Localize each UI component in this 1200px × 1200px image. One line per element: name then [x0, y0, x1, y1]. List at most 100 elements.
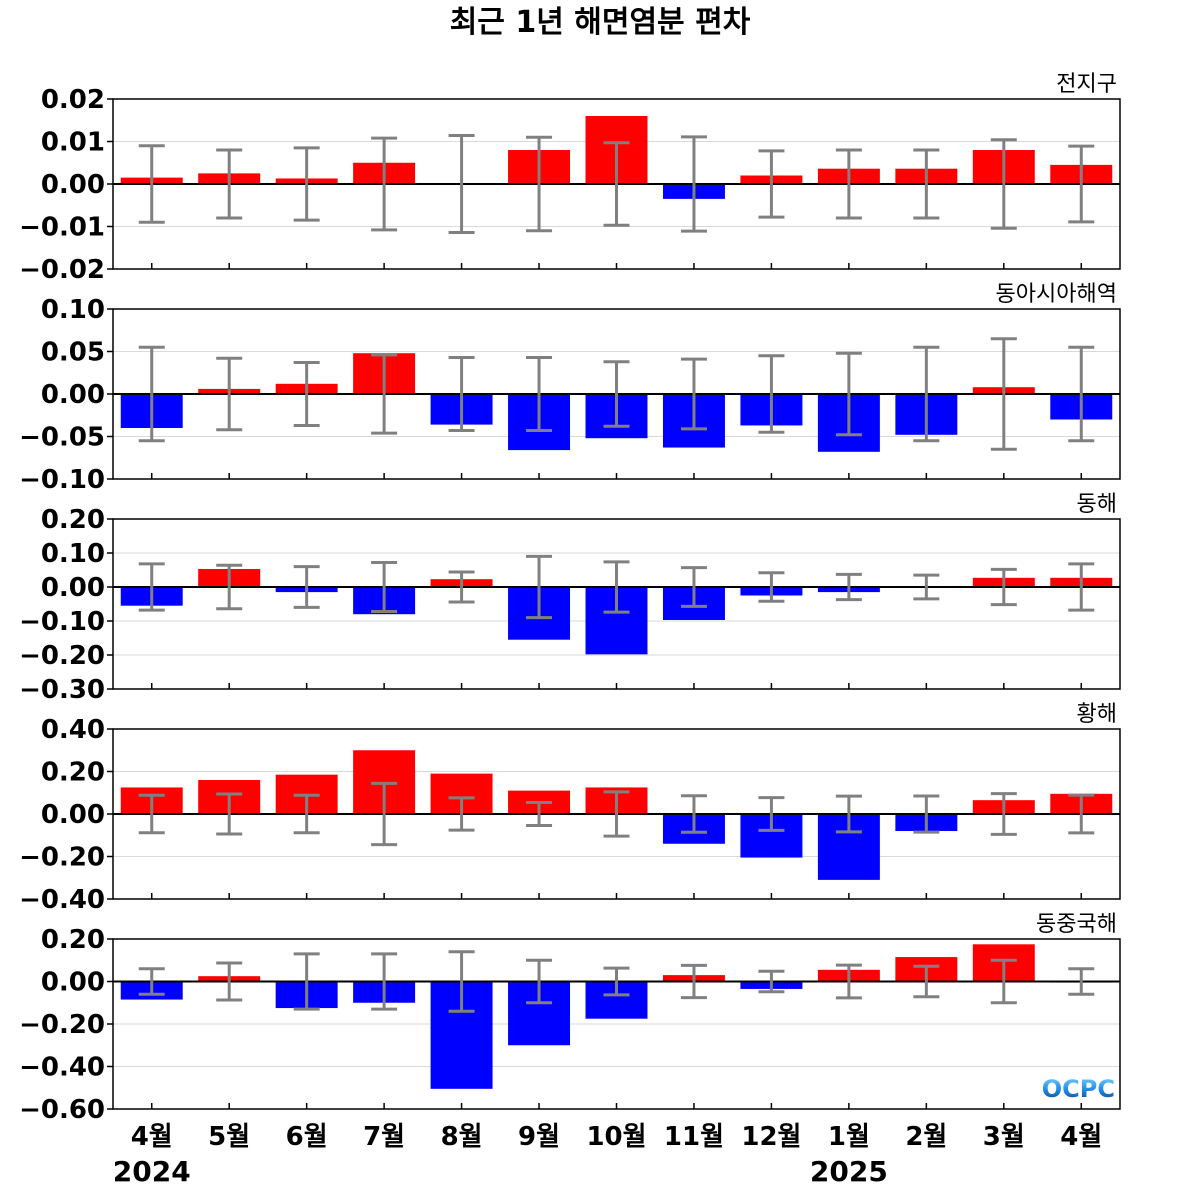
- error-bar: [603, 141, 630, 227]
- x-tick-label: 6월: [286, 1122, 328, 1152]
- error-bar: [371, 353, 398, 435]
- error-bar: [913, 148, 940, 220]
- error-bar: [293, 361, 320, 427]
- error-bar: [835, 963, 862, 1000]
- y-tick-label: −0.60: [19, 1095, 105, 1125]
- x-tick-label: 9월: [518, 1122, 560, 1152]
- error-bar: [758, 354, 785, 434]
- error-bar: [758, 796, 785, 832]
- error-bar: [1068, 144, 1095, 224]
- y-tick-label: 0.40: [41, 715, 105, 745]
- error-bar: [758, 571, 785, 603]
- y-tick-label: −0.05: [19, 423, 105, 453]
- error-bar: [913, 794, 940, 834]
- error-bar: [680, 566, 707, 608]
- y-tick-label: 0.00: [41, 573, 105, 603]
- panel-title: 동중국해: [1036, 912, 1117, 937]
- error-bar: [526, 355, 553, 433]
- error-bar: [216, 563, 243, 611]
- error-bar: [990, 337, 1017, 451]
- x-tick-label: 3월: [983, 1122, 1025, 1152]
- x-tick-label: 7월: [363, 1122, 405, 1152]
- y-tick-label: 0.01: [41, 128, 105, 158]
- error-bar: [680, 357, 707, 431]
- panel-5: 0.20 0.00 −0.20 −0.40 −0.60 동중국해: [19, 912, 1121, 1125]
- error-bar: [680, 135, 707, 233]
- y-tick-label: −0.01: [19, 213, 105, 243]
- error-bar: [526, 801, 553, 827]
- error-bar: [216, 148, 243, 220]
- error-bar: [448, 570, 475, 604]
- y-tick-label: −0.30: [19, 675, 105, 705]
- year-label: 2025: [810, 1155, 888, 1188]
- y-tick-label: −0.20: [19, 1010, 105, 1040]
- error-bar: [448, 950, 475, 1013]
- panel-4: 0.40 0.20 0.00 −0.20 −0.40 황해: [19, 702, 1121, 915]
- panel-title: 동아시아해역: [996, 282, 1117, 307]
- error-bar: [990, 958, 1017, 1005]
- y-tick-label: 0.05: [41, 338, 105, 368]
- error-bar: [293, 565, 320, 609]
- error-bar: [293, 793, 320, 835]
- y-tick-label: 0.00: [41, 170, 105, 200]
- panel-title: 동해: [1077, 492, 1117, 517]
- plot-frame: [112, 518, 1121, 690]
- error-bar: [990, 567, 1017, 607]
- error-bar: [835, 794, 862, 834]
- panel-title: 전지구: [1056, 72, 1117, 97]
- chart-panels: 0.02 0.01 0.00 −0.01 −0.02 전지구 0.10 0.05 0.00 −0.…: [19, 72, 1121, 1125]
- x-tick-label: 1월: [828, 1122, 870, 1152]
- error-bar: [526, 958, 553, 1005]
- error-bar: [1068, 562, 1095, 612]
- y-tick-label: −0.40: [19, 1053, 105, 1083]
- error-bar: [835, 148, 862, 220]
- y-tick-label: 0.00: [41, 968, 105, 998]
- y-tick-label: −0.10: [19, 607, 105, 637]
- error-bar: [216, 356, 243, 432]
- error-bar: [371, 952, 398, 1011]
- error-bar: [138, 793, 165, 835]
- error-bar: [138, 967, 165, 996]
- x-tick-label: 2월: [905, 1122, 947, 1152]
- error-bar: [758, 149, 785, 219]
- y-tick-label: −0.40: [19, 885, 105, 915]
- error-bar: [216, 961, 243, 1002]
- y-tick-label: −0.20: [19, 843, 105, 873]
- error-bar: [990, 792, 1017, 836]
- error-bar: [913, 573, 940, 601]
- panel-3: 0.20 0.10 0.00 −0.10 −0.20 −0.30 동해: [19, 492, 1121, 705]
- ocpc-logo: OCPC: [1042, 1075, 1115, 1103]
- error-bar: [371, 561, 398, 613]
- y-tick-label: 0.00: [41, 800, 105, 830]
- x-tick-label: 10월: [586, 1122, 646, 1152]
- y-tick-label: 0.20: [41, 505, 105, 535]
- error-bar: [680, 794, 707, 834]
- error-bar: [138, 345, 165, 443]
- error-bar: [1068, 793, 1095, 835]
- panel-title: 황해: [1077, 702, 1117, 727]
- y-tick-label: −0.10: [19, 465, 105, 495]
- y-tick-label: −0.20: [19, 641, 105, 671]
- error-bar: [138, 562, 165, 612]
- error-bar: [913, 345, 940, 443]
- logo-text: OCPC: [1042, 1075, 1115, 1103]
- x-tick-label: 12월: [741, 1122, 801, 1152]
- y-tick-label: 0.10: [41, 295, 105, 325]
- error-bar: [603, 560, 630, 614]
- y-tick-label: 0.20: [41, 758, 105, 788]
- error-bar: [603, 790, 630, 838]
- error-bar: [1068, 967, 1095, 996]
- x-tick-label: 11월: [664, 1122, 724, 1152]
- year-label: 2024: [113, 1155, 191, 1188]
- x-tick-label: 5월: [208, 1122, 250, 1152]
- chart-title: 최근 1년 해면염분 편차: [450, 5, 751, 40]
- y-tick-label: 0.00: [41, 380, 105, 410]
- error-bar: [371, 781, 398, 847]
- error-bar: [990, 138, 1017, 230]
- x-tick-label: 8월: [441, 1122, 483, 1152]
- error-bar: [526, 135, 553, 233]
- error-bar: [1068, 345, 1095, 443]
- y-tick-label: 0.10: [41, 539, 105, 569]
- y-tick-label: 0.20: [41, 925, 105, 955]
